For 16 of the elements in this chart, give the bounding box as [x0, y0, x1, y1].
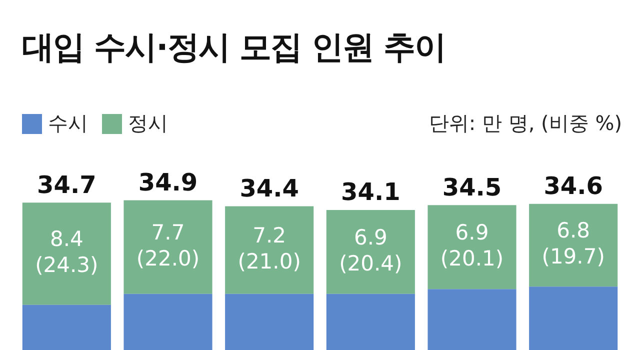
- total-label: 34.4: [240, 174, 299, 203]
- total-label: 34.6: [544, 172, 603, 200]
- data-label: 6.9 (20.4): [339, 225, 402, 276]
- legend-label: 정시: [128, 110, 168, 137]
- data-label: 7.2 (21.0): [238, 224, 301, 274]
- data-label: 7.7 (22.0): [136, 220, 200, 271]
- data-label: 6.8 (19.7): [542, 218, 605, 269]
- text: 단위: 만 명, (비중 %): [428, 110, 622, 137]
- total-label: 34.5: [442, 173, 502, 202]
- data-label: 6.9 (20.1): [440, 220, 504, 271]
- total-label: 34.9: [138, 168, 198, 196]
- data-label: 8.4 (24.3): [35, 227, 98, 278]
- total-label: 34.7: [37, 170, 96, 199]
- total-label: 34.1: [341, 178, 400, 206]
- chart-title: 대입 수시·정시 모집 인원 추이: [22, 27, 446, 68]
- legend-label: 수시: [48, 110, 88, 137]
